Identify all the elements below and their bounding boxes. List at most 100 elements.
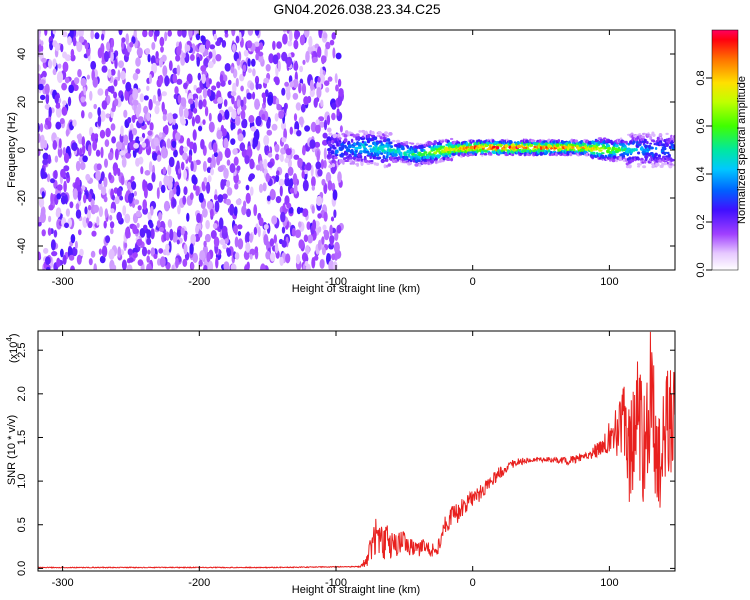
spectrogram-noise-cell bbox=[137, 205, 142, 211]
spectrogram-noise-cell bbox=[43, 247, 49, 254]
spectrogram-signal-cell bbox=[384, 131, 388, 135]
spectrogram-noise-cell bbox=[182, 258, 188, 267]
spectrogram-noise-cell bbox=[51, 251, 58, 257]
spectrogram-noise-cell bbox=[305, 162, 312, 171]
spectrogram-noise-cell bbox=[120, 125, 124, 137]
spectrogram-noise-cell bbox=[279, 185, 283, 197]
spectrogram-noise-cell bbox=[113, 98, 119, 107]
spectrogram-noise-cell bbox=[135, 157, 140, 167]
spectrogram-noise-cell bbox=[335, 52, 342, 60]
spectrogram-noise-cell bbox=[271, 215, 278, 225]
spectrogram-noise-cell bbox=[41, 191, 45, 199]
spectrogram-signal-cell bbox=[363, 147, 368, 150]
spectrogram-noise-cell bbox=[70, 48, 75, 58]
spectrogram-noise-cell bbox=[93, 263, 97, 270]
spectrogram-noise-cell bbox=[148, 161, 153, 173]
spectrogram-noise-cell bbox=[178, 105, 184, 117]
spectrogram-noise-cell bbox=[206, 88, 212, 97]
snr-y-axis: 0.0 0.5 1.0 1.5 2.0 2.5 bbox=[16, 343, 675, 576]
spectrogram-noise-cell bbox=[111, 194, 116, 201]
spectrogram-noise-cell bbox=[141, 132, 146, 139]
spectrogram-noise-cell bbox=[120, 70, 126, 81]
spectrogram-noise-cell bbox=[258, 183, 264, 193]
spectrogram-noise-cell bbox=[244, 155, 250, 164]
snr-scale-prefix: (x10 bbox=[8, 342, 20, 363]
spectrogram-noise-cell bbox=[172, 198, 177, 208]
spectrogram-noise-cell bbox=[158, 248, 164, 254]
spectrogram-noise-cell bbox=[142, 30, 148, 38]
spectrogram-noise-cell bbox=[222, 243, 227, 250]
snr-x-label: Height of straight line (km) bbox=[292, 584, 420, 596]
spectrogram-noise-cell bbox=[54, 155, 59, 163]
spectrogram-noise-cell bbox=[204, 233, 211, 243]
spectrogram-noise-cell bbox=[93, 103, 97, 110]
spectrogram-noise-cell bbox=[276, 41, 282, 49]
spectrogram-noise-cell bbox=[241, 119, 247, 129]
spectrogram-noise-cell bbox=[85, 217, 90, 224]
spectrogram-noise-cell bbox=[101, 100, 108, 110]
spectrogram-noise-cell bbox=[281, 51, 288, 62]
spectrogram-signal-cell bbox=[654, 147, 658, 150]
spectrogram-noise-cell bbox=[87, 204, 92, 211]
spectrogram-signal-cell bbox=[538, 139, 542, 144]
spectrogram-noise-cell bbox=[216, 81, 221, 89]
spectrogram-noise-cell bbox=[299, 34, 305, 46]
spectrogram-noise-cell bbox=[183, 108, 189, 119]
spectrogram-noise-cell bbox=[118, 60, 124, 69]
spectrogram-noise-cell bbox=[203, 240, 207, 248]
spectrogram-signal-cell bbox=[380, 145, 385, 149]
spectrogram-noise-cell bbox=[234, 115, 241, 126]
spectrogram-signal-cell bbox=[649, 142, 653, 145]
spectrogram-signal-cell bbox=[400, 151, 403, 156]
spectrogram-signal-cell bbox=[667, 153, 671, 158]
spectrogram-noise-cell bbox=[227, 106, 234, 113]
spectrogram-noise-cell bbox=[198, 230, 203, 238]
spectrogram-signal-cell bbox=[508, 140, 513, 144]
spectrogram-signal-cell bbox=[444, 152, 449, 156]
spectrogram-noise-cell bbox=[109, 214, 113, 221]
spectrogram-noise-cell bbox=[64, 54, 71, 62]
spectrogram-noise-cell bbox=[97, 115, 102, 127]
spectrogram-signal-cell bbox=[342, 157, 347, 161]
spectrogram-noise-cell bbox=[247, 145, 252, 154]
spectrogram-signal-cell bbox=[642, 165, 647, 169]
spectrogram-signal-cell bbox=[429, 159, 435, 164]
spectrogram-noise-cell bbox=[160, 46, 164, 53]
x-tick-label: -300 bbox=[52, 577, 74, 589]
spectrogram-noise-cell bbox=[205, 219, 210, 230]
spectrogram-signal-cell bbox=[375, 162, 380, 166]
spectrogram-noise-cell bbox=[263, 158, 268, 170]
spectrogram-noise-cell bbox=[87, 144, 92, 157]
spectrogram-noise-cell bbox=[103, 220, 107, 229]
spectrogram-noise-cell bbox=[309, 79, 314, 92]
spectrogram-noise-cell bbox=[55, 106, 62, 118]
spectrogram-noise-cell bbox=[315, 119, 320, 126]
spectrogram-noise-cell bbox=[223, 261, 230, 270]
spectrogram-noise-cell bbox=[308, 35, 313, 48]
spectrogram-noise-cell bbox=[217, 102, 222, 110]
spectrogram-noise-cell bbox=[143, 224, 148, 231]
spectrogram-noise-cell bbox=[55, 103, 61, 109]
spectrogram-signal-cell bbox=[380, 152, 384, 155]
spectrogram-noise-cell bbox=[188, 154, 193, 163]
spectrogram-signal-cell bbox=[352, 134, 357, 138]
spectrogram-noise-cell bbox=[315, 161, 322, 170]
x-tick-label: -200 bbox=[188, 577, 210, 589]
spectrogram-noise-cell bbox=[259, 42, 264, 50]
spectrogram-noise-cell bbox=[240, 85, 244, 92]
spectrogram-noise-cell bbox=[322, 139, 328, 146]
spectrogram-noise-cell bbox=[334, 73, 338, 84]
spectrogram-noise-cell bbox=[236, 165, 241, 171]
spectrogram-noise-cell bbox=[150, 205, 154, 216]
spectrogram-noise-cell bbox=[292, 173, 298, 186]
spectrogram-noise-cell bbox=[267, 94, 274, 106]
spectrogram-noise-cell bbox=[182, 195, 187, 205]
spectrogram-noise-cell bbox=[276, 170, 280, 176]
spectrogram-noise-cell bbox=[135, 57, 141, 67]
spectrogram-noise-cell bbox=[162, 65, 168, 77]
y-tick-label: 0.5 bbox=[16, 517, 28, 532]
spectrogram-noise-cell bbox=[67, 96, 72, 107]
spectrogram-noise-cell bbox=[106, 95, 111, 105]
spectrogram-noise-cell bbox=[337, 95, 343, 107]
